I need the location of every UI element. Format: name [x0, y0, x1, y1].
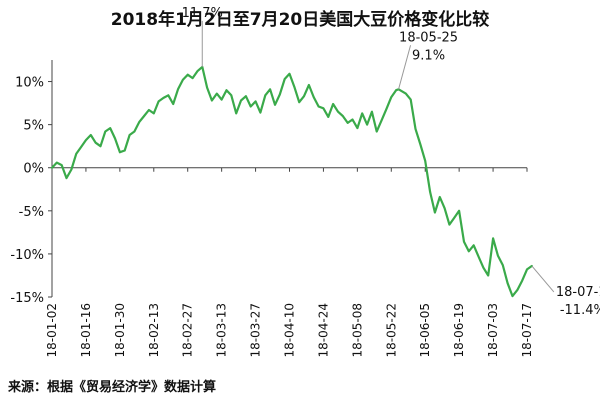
axes: 10% 5% 0% -5% -10% -15%18-01-02 18-01-16 18-01-…	[10, 60, 534, 357]
series-line	[50, 65, 533, 298]
y-tick-label: -10%	[10, 248, 44, 263]
x-tick-label: 18-07-17	[520, 303, 534, 357]
y-tick-label: 10%	[15, 76, 44, 91]
y-tick-label: 5%	[23, 119, 44, 134]
annotation-value: 11.7%	[182, 6, 223, 21]
annotation-leader	[398, 45, 412, 90]
annotation-date: 18-05-25	[399, 30, 458, 45]
y-tick-label: -5%	[19, 205, 44, 220]
annotations: 18-03-05 11.7% 18-05-25 9.1% 18-07-19 -11.4%	[173, 0, 600, 318]
source-note: 来源：根据《贸易经济学》数据计算	[8, 380, 217, 395]
y-tick-label: -15%	[10, 291, 44, 306]
x-tick-label: 18-05-08	[350, 303, 364, 357]
x-tick-label: 18-03-27	[249, 303, 263, 357]
x-tick-label: 18-02-13	[147, 303, 161, 357]
annotation-leader	[531, 265, 555, 293]
x-tick-label: 18-01-30	[113, 303, 127, 357]
x-tick-label: 18-01-16	[79, 303, 93, 357]
x-tick-label: 18-06-19	[452, 303, 466, 357]
y-tick-label: 0%	[23, 162, 44, 177]
annotation-value: 9.1%	[412, 48, 445, 63]
series	[50, 65, 533, 298]
annotation-date: 18-07-19	[556, 285, 600, 300]
chart-title: 2018年1月2日至7月20日美国大豆价格变化比较	[111, 9, 489, 30]
annotation-value: -11.4%	[560, 303, 600, 318]
x-tick-label: 18-04-10	[283, 303, 297, 357]
x-tick-label: 18-05-22	[384, 303, 398, 357]
x-tick-label: 18-07-03	[486, 303, 500, 357]
annotation-date: 18-03-05	[173, 0, 232, 3]
x-tick-label: 18-01-02	[45, 303, 59, 357]
x-tick-label: 18-03-13	[215, 303, 229, 357]
x-tick-label: 18-04-24	[316, 303, 330, 357]
x-tick-label: 18-06-05	[418, 303, 432, 357]
x-tick-label: 18-02-27	[181, 303, 195, 357]
